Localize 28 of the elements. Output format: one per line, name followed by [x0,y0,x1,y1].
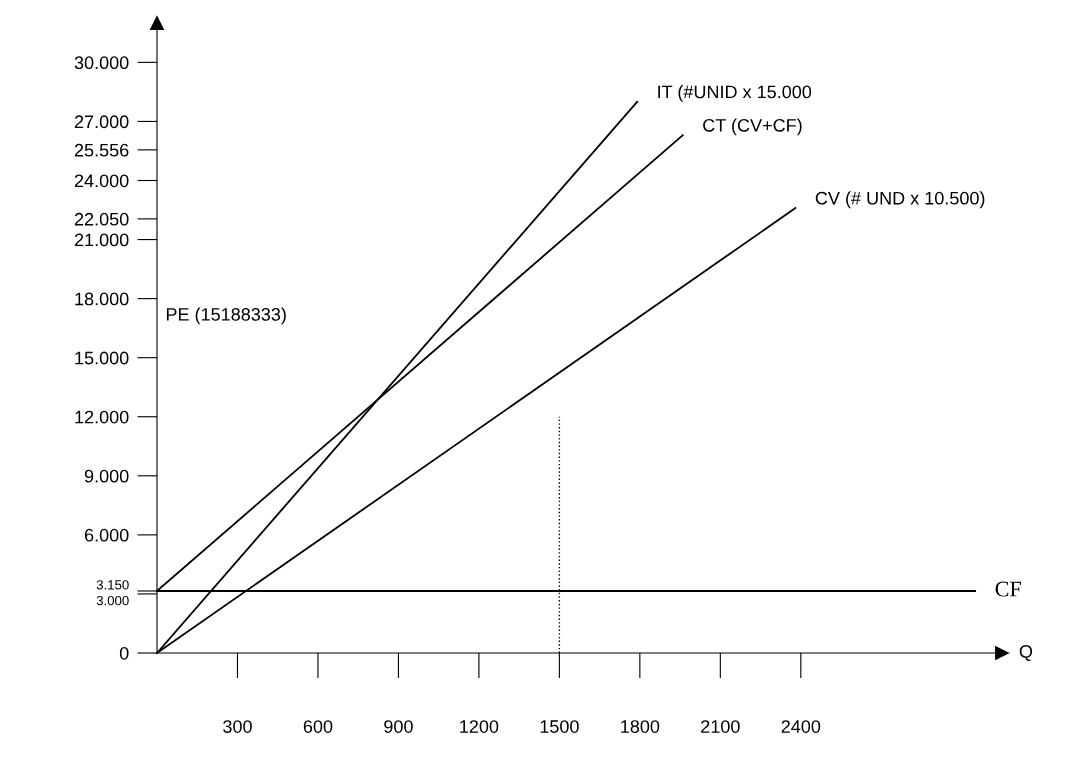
x-tick-label: 2100 [701,720,740,733]
y-tick-label: 12.000 [75,410,129,424]
annotation: PE (15188333) [166,307,286,325]
series-label: CF [995,581,1021,597]
y-tick-label: 0 [119,646,129,660]
x-tick-label: 1800 [621,720,660,733]
y-tick-label: 25.556 [74,143,129,157]
x-tick-label: 900 [384,720,413,733]
y-tick-label: 18.000 [75,292,129,306]
y-tick-label: 3.150 [96,580,129,590]
x-tick-label: 1200 [460,720,499,733]
y-tick-label: 22.050 [74,212,129,226]
y-tick-label: 15.000 [75,351,129,365]
y-tick-label: 24.000 [74,174,129,188]
x-tick-label: 300 [223,720,252,733]
x-tick-label: 2400 [781,720,821,733]
series-label: CV (# UND x 10.500) [815,191,985,209]
y-tick-label: 9.000 [84,469,129,483]
y-tick-label: 3.000 [96,595,129,606]
x-tick-label: 1500 [540,720,579,733]
series-label: CT (CV+CF) [703,118,802,136]
y-tick-label: 21.000 [74,233,129,247]
x-tick-label: 600 [303,720,333,733]
series-label: IT (#UNID x 15.000 [658,85,812,102]
y-tick-label: 6.000 [84,528,129,542]
y-tick-label: 27.000 [74,115,129,129]
x-axis-title: Q [1019,645,1033,662]
y-tick-label: 30.000 [74,56,129,70]
